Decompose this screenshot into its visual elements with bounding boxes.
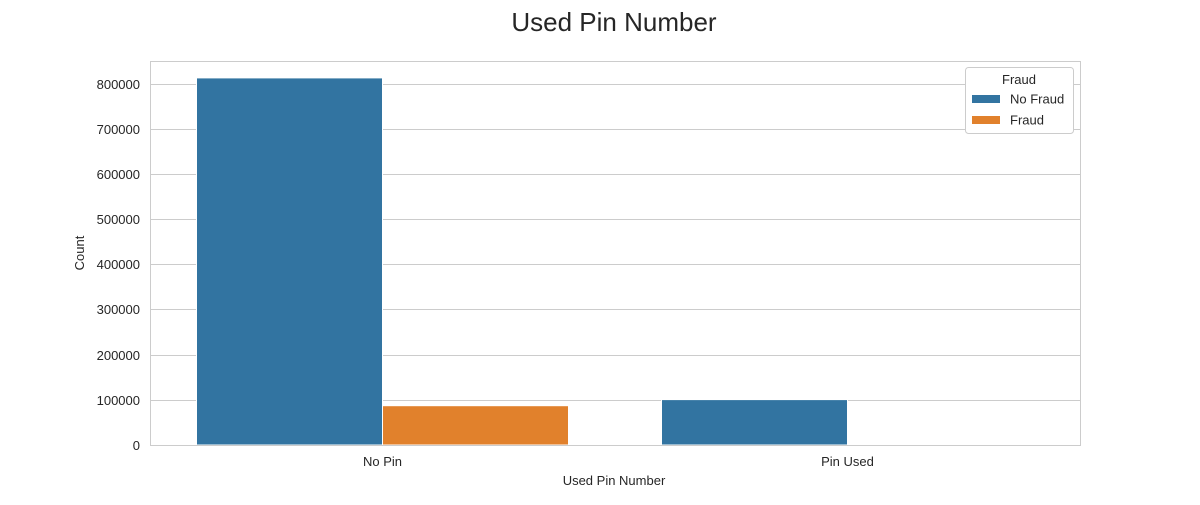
y-tick-label: 700000 bbox=[97, 122, 140, 137]
y-tick-labels: 0 100000 200000 300000 400000 500000 600000 700… bbox=[97, 77, 140, 453]
bars bbox=[196, 77, 848, 446]
y-tick-label: 300000 bbox=[97, 302, 140, 317]
y-tick-label: 400000 bbox=[97, 257, 140, 272]
x-axis-label: Used Pin Number bbox=[563, 473, 666, 488]
x-tick-labels: No Pin Pin Used bbox=[363, 454, 874, 469]
y-tick-label: 800000 bbox=[97, 77, 140, 92]
y-tick-label: 500000 bbox=[97, 212, 140, 227]
legend: Fraud No Fraud Fraud bbox=[965, 67, 1074, 134]
y-tick-label: 0 bbox=[133, 438, 140, 453]
y-tick-label: 100000 bbox=[97, 393, 140, 408]
bar-no-pin-fraud bbox=[382, 405, 569, 446]
legend-title: Fraud bbox=[1002, 72, 1036, 87]
bar-pin-used-no-fraud bbox=[661, 399, 848, 446]
y-axis-label: Count bbox=[72, 235, 87, 270]
plot-frame bbox=[150, 61, 1081, 446]
legend-swatch bbox=[972, 116, 1000, 124]
legend-label: Fraud bbox=[1010, 113, 1044, 128]
x-tick-label: No Pin bbox=[363, 454, 402, 469]
chart-title: Used Pin Number bbox=[511, 7, 717, 37]
x-tick-label: Pin Used bbox=[821, 454, 874, 469]
bar-no-pin-no-fraud bbox=[196, 77, 383, 446]
y-tick-label: 200000 bbox=[97, 348, 140, 363]
legend-swatch bbox=[972, 95, 1000, 103]
y-tick-label: 600000 bbox=[97, 167, 140, 182]
legend-label: No Fraud bbox=[1010, 92, 1064, 107]
